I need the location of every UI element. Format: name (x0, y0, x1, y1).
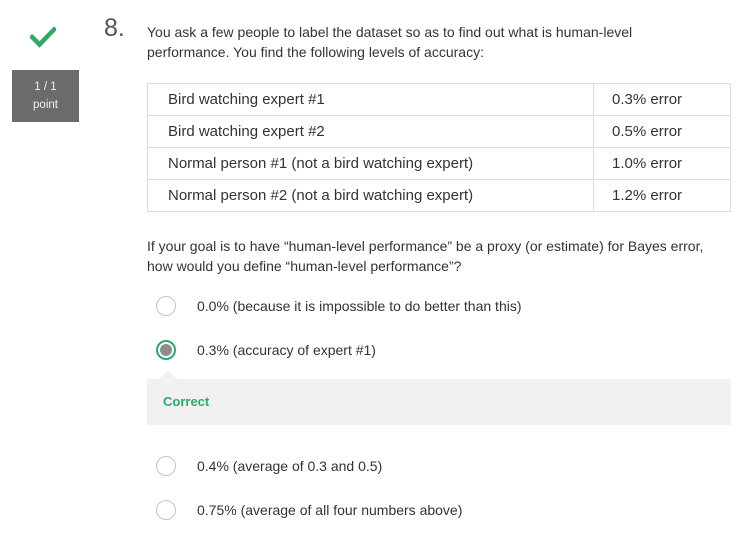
table-row: Bird watching expert #1 0.3% error (147, 83, 731, 116)
option-3[interactable]: 0.75% (average of all four numbers above… (156, 498, 462, 522)
option-0[interactable]: 0.0% (because it is impossible to do bet… (156, 294, 522, 318)
table-row: Bird watching expert #2 0.5% error (147, 115, 731, 148)
radio-button[interactable] (156, 296, 176, 316)
feedback-panel: Correct (147, 371, 731, 425)
score-value: 1 / 1 (34, 81, 57, 93)
row-label: Bird watching expert #2 (147, 115, 594, 148)
row-label: Normal person #2 (not a bird watching ex… (147, 179, 594, 212)
option-2[interactable]: 0.4% (average of 0.3 and 0.5) (156, 454, 382, 478)
row-label: Bird watching expert #1 (147, 83, 594, 116)
table-row: Normal person #1 (not a bird watching ex… (147, 147, 731, 180)
accuracy-table: Bird watching expert #1 0.3% error Bird … (147, 83, 731, 212)
radio-button[interactable] (156, 500, 176, 520)
option-1[interactable]: 0.3% (accuracy of expert #1) (156, 338, 376, 362)
row-error: 1.2% error (593, 179, 731, 212)
row-error: 0.3% error (593, 83, 731, 116)
question-prompt: If your goal is to have “human-level per… (147, 238, 704, 274)
question-text: You ask a few people to label the datase… (147, 24, 633, 60)
row-error: 1.0% error (593, 147, 731, 180)
question-number: 8. (104, 14, 125, 42)
option-label: 0.75% (average of all four numbers above… (197, 502, 463, 518)
score-badge: 1 / 1 point (12, 70, 79, 122)
option-label: 0.0% (because it is impossible to do bet… (197, 298, 522, 314)
score-label: point (33, 99, 58, 111)
option-label: 0.4% (average of 0.3 and 0.5) (197, 458, 383, 474)
feedback-text: Correct (163, 394, 210, 409)
radio-button[interactable] (156, 456, 176, 476)
row-error: 0.5% error (593, 115, 731, 148)
option-label: 0.3% (accuracy of expert #1) (197, 342, 376, 358)
row-label: Normal person #1 (not a bird watching ex… (147, 147, 594, 180)
check-icon (30, 26, 56, 48)
table-row: Normal person #2 (not a bird watching ex… (147, 179, 731, 212)
radio-button-selected[interactable] (156, 340, 176, 360)
